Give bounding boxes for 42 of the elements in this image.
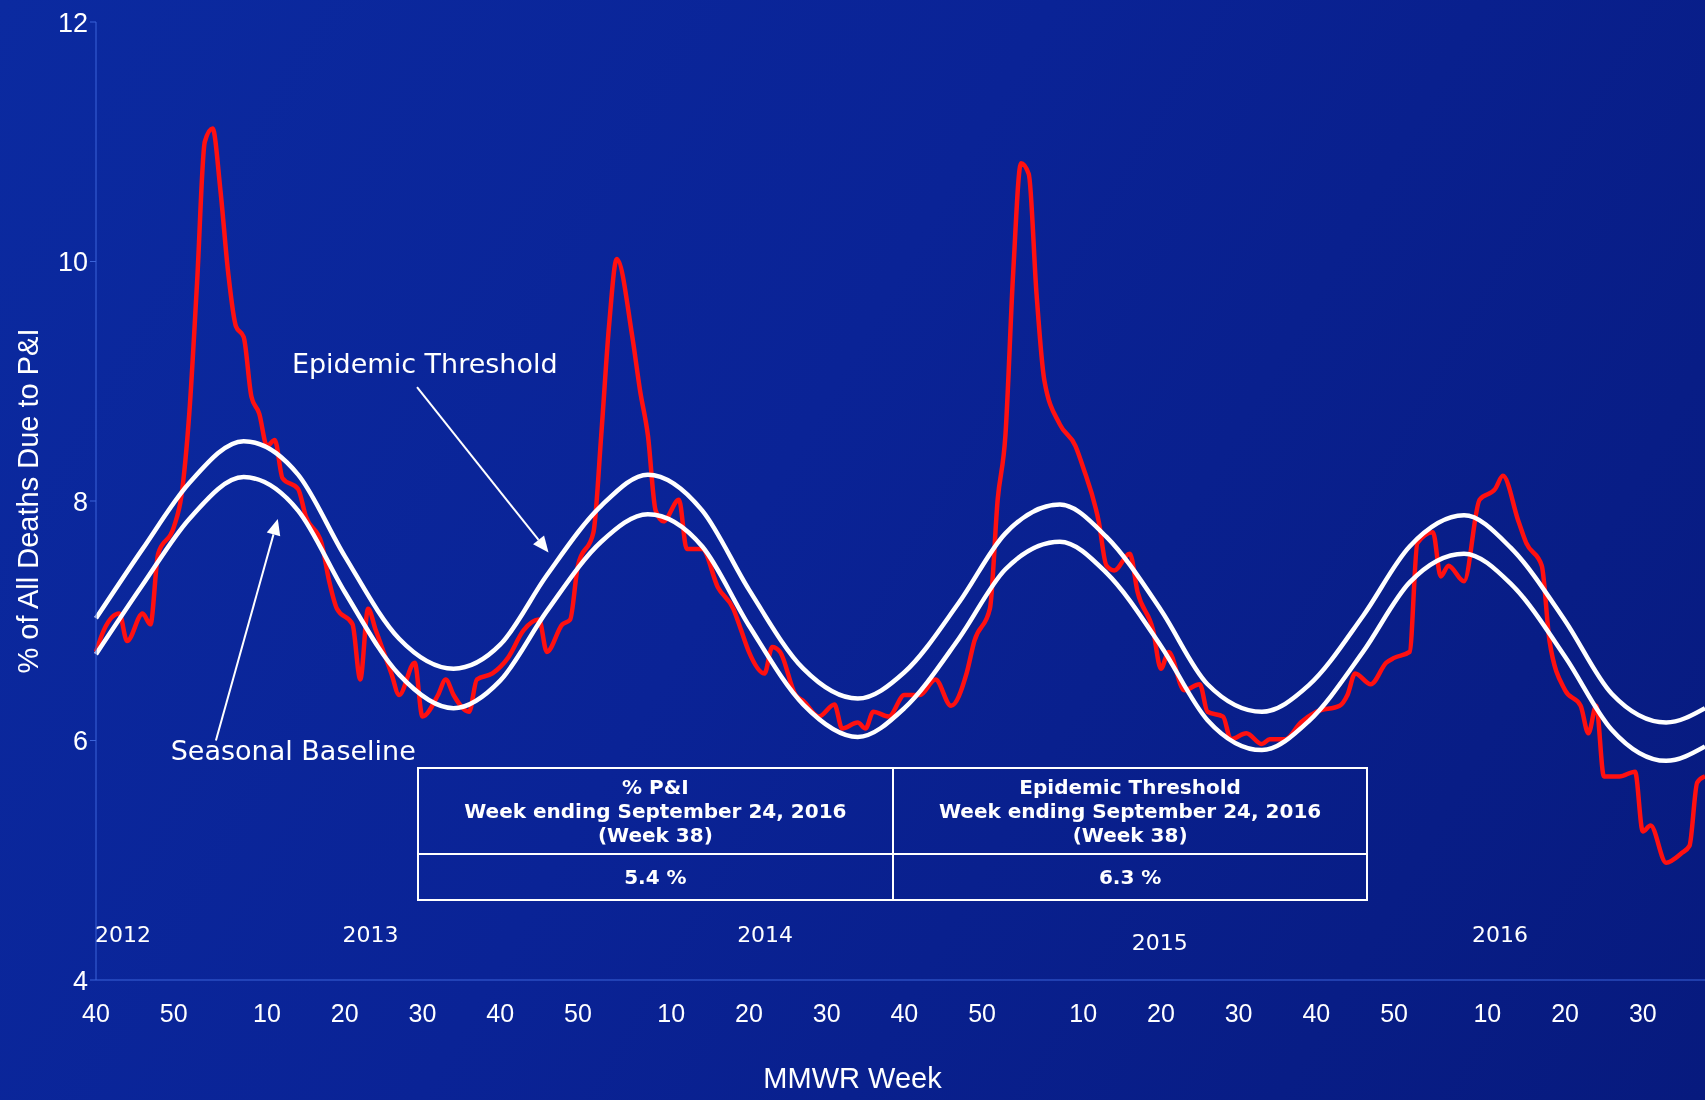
x-tick-label: 30 (1628, 998, 1657, 1027)
annotation: 5.4 % (418, 853, 893, 900)
annotation: 2013 (342, 921, 399, 947)
y-tick-label: 8 (72, 486, 88, 517)
x-tick-label: 20 (1551, 998, 1579, 1027)
annotation: Week ending September 24, 2016 (Week 38) (938, 798, 1322, 847)
annotation: Seasonal Baseline (170, 734, 416, 766)
x-axis-title: MMWR Week (762, 1062, 943, 1095)
y-tick-label: 4 (72, 965, 88, 996)
x-tick-label: 10 (253, 998, 281, 1027)
x-tick-label: 50 (159, 998, 188, 1027)
x-tick-label: 40 (1302, 998, 1331, 1027)
x-tick-label: 10 (657, 998, 686, 1027)
annotation: 6.3 % (892, 853, 1368, 900)
annotation: 2012 (95, 921, 152, 947)
x-tick-label: 10 (1069, 998, 1098, 1027)
x-tick-label: 40 (82, 998, 110, 1027)
x-tick-label: 50 (564, 998, 592, 1027)
x-tick-label: 30 (812, 998, 841, 1027)
x-tick-label: 20 (330, 998, 359, 1027)
annotation: Week ending September 24, 2016 (Week 38) (464, 798, 847, 847)
x-tick-label: 10 (1473, 998, 1502, 1027)
x-tick-label: 50 (968, 998, 997, 1027)
line-series (93, 126, 1705, 865)
x-tick-label: 40 (486, 998, 515, 1027)
annotation: 2015 (1131, 929, 1188, 955)
annotation: Epidemic Threshold (291, 347, 558, 379)
x-tick-label: 20 (1146, 998, 1175, 1027)
y-axis-title: % of All Deaths Due to P&I (11, 328, 45, 674)
x-tick-label: 20 (735, 998, 763, 1027)
y-tick-label: 6 (72, 726, 88, 757)
x-tick-label: 50 (1380, 998, 1408, 1027)
x-tick-label: 40 (890, 998, 919, 1027)
x-tick-label: 30 (408, 998, 437, 1027)
x-tick-label: 30 (1224, 998, 1253, 1027)
y-tick-label: 10 (57, 247, 88, 278)
annotation: 2016 (1472, 921, 1528, 947)
annotation: Epidemic Threshold (1019, 774, 1241, 799)
y-tick-label: 12 (57, 7, 88, 38)
annotation: % P&I (622, 774, 689, 799)
annotation: 2014 (737, 921, 794, 947)
line-series (93, 474, 1705, 764)
